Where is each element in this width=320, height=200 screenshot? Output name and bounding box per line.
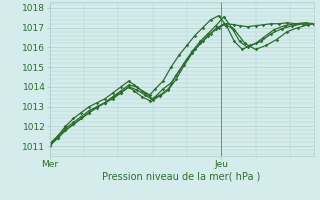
X-axis label: Pression niveau de la mer( hPa ): Pression niveau de la mer( hPa ) <box>102 172 261 182</box>
